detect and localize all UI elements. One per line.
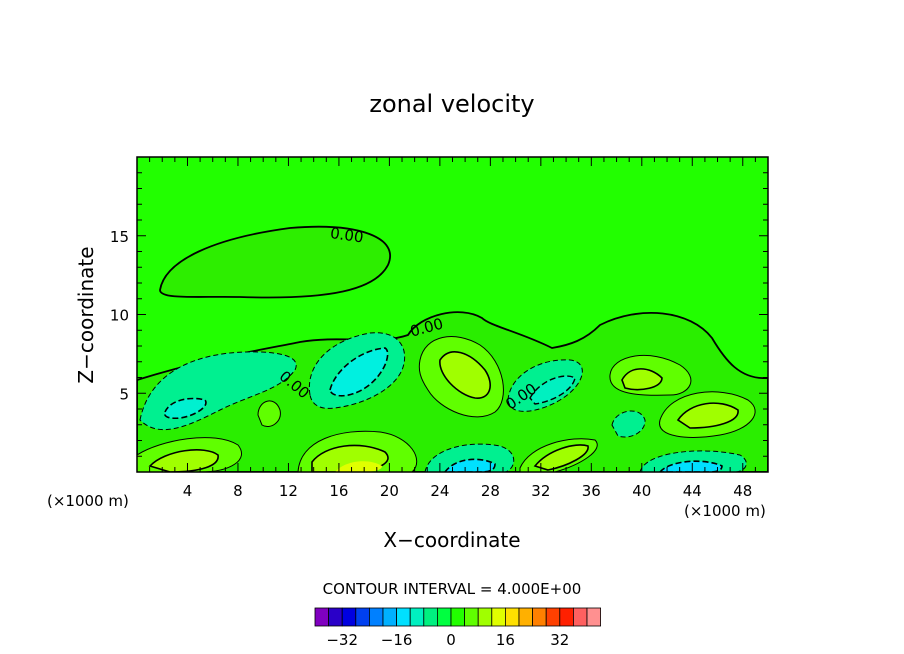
y-axis: 5 10 15: [110, 172, 768, 457]
x-tick-label: 8: [233, 482, 243, 500]
contour-fill-neg-left-inner: [163, 397, 207, 420]
colorbar-swatch: [532, 607, 547, 627]
contour-fill-pos-center-inner: [439, 351, 491, 399]
colorbar-swatch: [504, 607, 520, 627]
colorbar-swatch: [409, 607, 425, 627]
x-tick-label: 32: [531, 482, 550, 500]
colorbar-tick-label: 16: [496, 631, 515, 649]
x-tick-label: 12: [279, 482, 298, 500]
contour-fill-bottom-center-core: [335, 461, 382, 472]
x-units-right: (×1000 m): [684, 502, 766, 520]
x-tick-label: 20: [380, 482, 399, 500]
contour-fill-pos-right-inner: [621, 368, 663, 391]
contour-fill-pos-small: [257, 400, 281, 427]
colorbar: −32 −16 0 16 32: [314, 607, 602, 649]
x-tick-label: 16: [329, 482, 348, 500]
contour-field: [137, 157, 768, 472]
contour-label: 0.00: [329, 224, 365, 246]
colorbar-tick-label: 32: [550, 631, 569, 649]
x-axis-label: X−coordinate: [383, 528, 520, 552]
colorbar-swatch: [477, 607, 493, 627]
colorbar-swatch: [491, 607, 506, 627]
x-tick-label: 28: [481, 482, 500, 500]
contour-interval-text: CONTOUR INTERVAL = 4.000E+00: [323, 580, 582, 598]
y-tick-label: 10: [110, 307, 129, 325]
colorbar-tick-label: 0: [446, 631, 456, 649]
contour-fill-bottom-right-inner: [533, 444, 589, 471]
x-tick-label: 44: [683, 482, 702, 500]
contour-fill-upper-cell: [159, 225, 391, 299]
colorbar-swatch: [573, 607, 588, 627]
x-units-left: (×1000 m): [47, 492, 129, 510]
colorbar-swatch: [423, 607, 438, 627]
x-axis: 4 8 12 16 20 24 28 32 36 40 44 48: [149, 157, 756, 500]
colorbar-tick-label: −32: [326, 631, 358, 649]
colorbar-swatch: [518, 607, 534, 627]
colorbar-swatch: [559, 607, 574, 627]
colorbar-swatch: [328, 607, 343, 627]
y-axis-label: Z−coordinate: [74, 246, 98, 383]
colorbar-swatch: [586, 607, 602, 627]
colorbar-swatch: [314, 607, 330, 627]
contour-fill-neg-small-right: [611, 410, 646, 438]
colorbar-swatch: [464, 607, 479, 627]
colorbar-swatch: [396, 607, 411, 627]
x-tick-label: 4: [183, 482, 193, 500]
contour-fill-pos-far-right-inner: [676, 402, 739, 429]
y-tick-label: 5: [119, 385, 129, 403]
y-tick-label: 15: [110, 228, 129, 246]
colorbar-swatch: [545, 607, 561, 627]
colorbar-swatch: [341, 607, 357, 627]
contour-fill-neg-right-inner: [529, 375, 576, 405]
colorbar-swatch: [355, 607, 370, 627]
x-tick-label: 40: [632, 482, 651, 500]
contour-fill-neg-center-inner: [329, 347, 389, 397]
colorbar-tick-label: −16: [381, 631, 413, 649]
colorbar-swatch: [382, 607, 398, 627]
x-tick-label: 48: [733, 482, 752, 500]
x-tick-label: 36: [582, 482, 601, 500]
colorbar-swatch: [436, 607, 452, 627]
colorbar-swatch: [368, 607, 384, 627]
colorbar-swatch: [450, 607, 466, 627]
chart-title: zonal velocity: [369, 90, 534, 118]
x-tick-label: 24: [430, 482, 449, 500]
